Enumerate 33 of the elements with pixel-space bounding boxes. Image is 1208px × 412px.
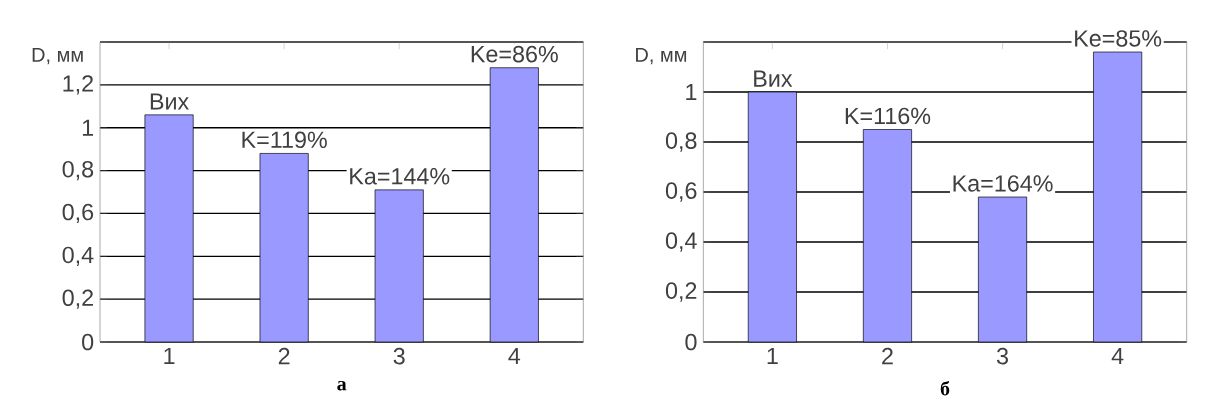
annotation: Ka=144% (350, 168, 450, 185)
annotation: Вих (754, 70, 793, 87)
y-tick-label: 0 (82, 333, 94, 351)
y-tick-label: 0,6 (665, 182, 697, 202)
x-tick-label: 4 (1111, 347, 1124, 364)
y-axis-title: D, мм (636, 47, 687, 65)
x-tick-label: 3 (996, 347, 1008, 365)
x-tick-label: 2 (278, 347, 290, 365)
y-tick-label: 0,8 (62, 160, 94, 181)
y-tick-label: 0,8 (665, 132, 697, 152)
y-tick-label: 0 (685, 333, 697, 351)
y-tick-label: 0,2 (62, 289, 93, 309)
annotation: K=116% (845, 107, 931, 125)
x-tick-label: 2 (882, 347, 893, 365)
y-tick-label: 1,2 (63, 75, 93, 95)
y-tick-label: 0,6 (62, 203, 94, 224)
y-tick-label: 0,4 (665, 232, 697, 252)
y-tick-label: 1 (686, 83, 697, 101)
y-tick-label: 0,2 (665, 282, 697, 302)
x-tick-label: 3 (393, 347, 405, 365)
y-tick-label: 0,4 (62, 246, 94, 266)
y-axis-title: D, мм (32, 47, 83, 65)
annotation: Ke=85% (1075, 30, 1162, 47)
text: б (940, 380, 950, 396)
y-tick-label: 1 (82, 119, 93, 136)
x-tick-label: 1 (164, 347, 175, 364)
x-tick-label: 1 (767, 347, 778, 364)
text: а (337, 380, 347, 391)
annotation: Ka=164% (953, 175, 1053, 192)
annotation: Вих (150, 93, 189, 110)
annotation: K=119% (242, 131, 327, 149)
annotation: Ke=86% (471, 45, 558, 63)
x-tick-label: 4 (508, 347, 521, 364)
